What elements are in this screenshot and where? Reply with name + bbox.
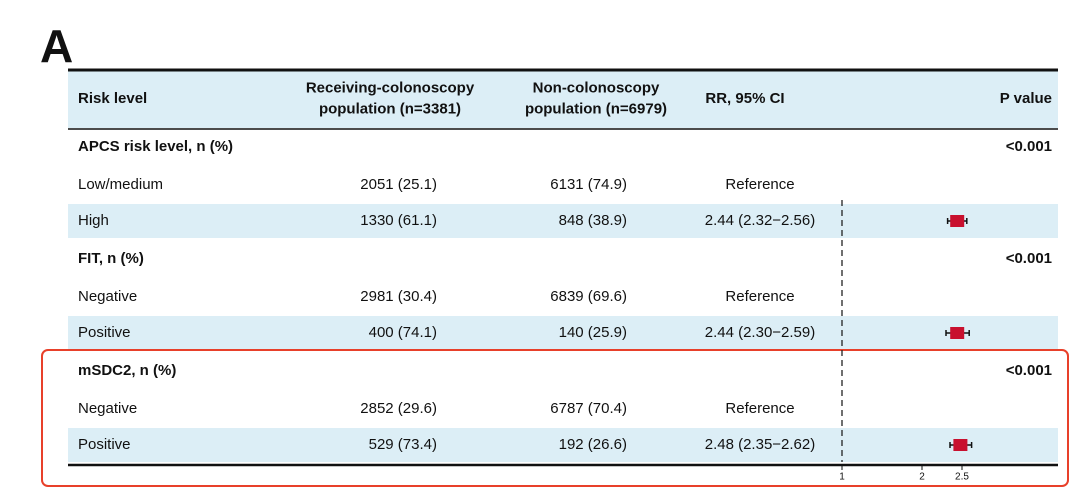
table-cell: 192 (26.6) [559,436,627,453]
header-cell: Receiving-colonoscopy [306,79,475,96]
table-cell: 140 (25.9) [559,324,627,341]
table-cell: 529 (73.4) [369,436,437,453]
panel-label: A [40,20,73,72]
table-cell: Positive [78,324,131,341]
row-band [68,428,1058,462]
section-title: APCS risk level, n (%) [78,138,233,155]
p-value: <0.001 [1006,138,1052,155]
rr-marker [950,327,965,339]
table-cell: 2051 (25.1) [360,176,437,193]
header-cell: P value [1000,90,1052,107]
table-cell: Low/medium [78,176,163,193]
header-cell: population (n=3381) [319,100,461,117]
rr-marker [950,215,965,227]
header-band [68,71,1058,128]
p-value: <0.001 [1006,250,1052,267]
table-cell: High [78,212,109,229]
table-cell: 848 (38.9) [559,212,627,229]
header-cell: population (n=6979) [525,100,667,117]
x-tick-label: 2.5 [955,472,969,483]
highlight-box [41,349,1069,487]
table-cell: 400 (74.1) [369,324,437,341]
table-cell: Positive [78,436,131,453]
rr-marker [953,439,968,451]
table-cell: 2852 (29.6) [360,400,437,417]
table-cell: Reference [725,176,794,193]
row-band [68,316,1058,350]
header-cell: RR, 95% CI [705,90,784,107]
table-cell: Negative [78,400,137,417]
row-band [68,204,1058,238]
table-cell: 1330 (61.1) [360,212,437,229]
table-cell: 6787 (70.4) [550,400,627,417]
section-title: FIT, n (%) [78,250,144,267]
x-tick-label: 1 [839,472,845,483]
table-cell: 2.44 (2.32−2.56) [705,212,816,229]
p-value: <0.001 [1006,362,1052,379]
x-tick-label: 2 [919,472,925,483]
table-cell: Reference [725,288,794,305]
header-cell: Risk level [78,90,147,107]
table-cell: 2.44 (2.30−2.59) [705,324,816,341]
table-cell: Reference [725,400,794,417]
table-cell: Negative [78,288,137,305]
table-cell: 2981 (30.4) [360,288,437,305]
table-cell: 2.48 (2.35−2.62) [705,436,816,453]
table-cell: 6131 (74.9) [550,176,627,193]
section-title: mSDC2, n (%) [78,362,176,379]
table-cell: 6839 (69.6) [550,288,627,305]
header-cell: Non-colonoscopy [533,79,660,96]
